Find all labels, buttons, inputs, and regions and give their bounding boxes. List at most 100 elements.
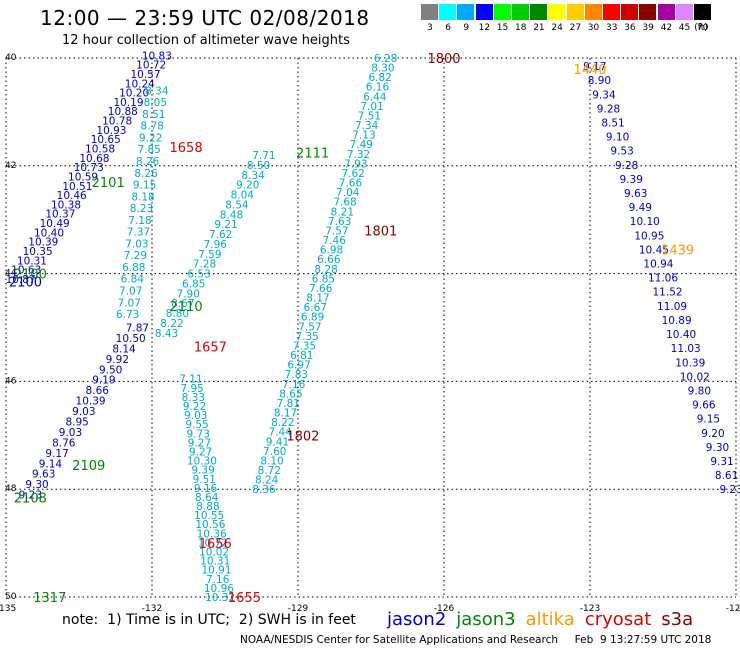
swh-value: 8.34	[241, 170, 265, 182]
swh-value: 9.14	[39, 458, 63, 470]
swh-value: 10.83	[142, 50, 172, 62]
swh-value: 8.14	[112, 343, 136, 355]
swh-value: 9.22	[183, 401, 206, 413]
swh-value: 9.30	[706, 442, 729, 454]
swh-value: 9.80	[688, 385, 711, 397]
pass-time-label: 2100	[9, 276, 42, 291]
swh-value: 9.73	[187, 428, 210, 440]
track-jason2-west: 10.8310.7210.5710.2410.2010.1910.8810.78…	[6, 50, 172, 286]
swh-value: 7.49	[350, 139, 373, 151]
legend-jason2: jason2	[387, 609, 447, 630]
pass-time-label: 2110	[170, 300, 203, 315]
swh-value: 8.95	[65, 416, 88, 428]
scale-label: 18	[515, 23, 527, 33]
swh-value: 6.16	[366, 82, 390, 94]
swh-value: 7.16	[282, 379, 306, 391]
swh-value: 10.63	[11, 265, 41, 277]
track-s3a: 6.288.306.826.166.447.017.517.347.137.49…	[252, 53, 397, 496]
lon-label: -129	[288, 604, 309, 614]
lon-label: -135	[0, 604, 16, 614]
swh-value: 10.46	[57, 190, 87, 202]
swh-value: 7.35	[295, 331, 318, 343]
swh-value: 10.39	[675, 357, 705, 369]
scale-swatch	[493, 4, 511, 20]
swh-value: 9.49	[629, 202, 652, 214]
track-jason3-a: 8.348.058.518.789.227.858.268.269.158.18…	[116, 85, 169, 321]
lon-label: -123	[580, 604, 600, 614]
swh-value: 9.55	[185, 419, 208, 431]
swh-value: 10.91	[201, 565, 231, 577]
swh-value: 10.02	[199, 547, 229, 559]
swh-value: 9.19	[92, 375, 115, 387]
swh-value: 7.16	[206, 574, 230, 586]
scale-unit: (ft)	[694, 23, 708, 33]
swh-value: 7.28	[193, 259, 216, 271]
swh-value: 10.95	[634, 230, 664, 242]
lat-label: 46	[5, 376, 17, 386]
swh-value: 10.59	[68, 171, 98, 183]
pass-time-label: 2109	[72, 459, 105, 474]
satellite-tracks: 10.8310.7210.5710.2410.2010.1910.8810.78…	[6, 50, 740, 604]
swh-value: 8.67	[171, 298, 194, 310]
track-jason3-b: 7.8710.508.149.929.509.198.6610.399.038.…	[19, 323, 149, 502]
swh-value: 8.61	[715, 470, 738, 482]
swh-value: 7.57	[325, 225, 348, 237]
scale-swatch	[621, 4, 639, 20]
swh-value: 10.55	[194, 510, 224, 522]
swh-value: 9.39	[191, 465, 214, 477]
lat-label: 42	[5, 161, 16, 171]
scale-label: 45	[678, 23, 691, 33]
swh-value: 11.52	[653, 287, 683, 299]
swh-value: 9.39	[620, 174, 643, 186]
swh-value: 9.27	[188, 437, 211, 449]
swh-value: 9.15	[133, 180, 156, 192]
swh-value: 7.83	[285, 369, 308, 381]
swh-value: 10.56	[195, 519, 225, 531]
swh-value: 6.67	[304, 302, 327, 314]
swh-value: 7.62	[209, 229, 232, 241]
swh-value: 8.28	[314, 264, 337, 276]
pass-time-label: 1317	[33, 591, 66, 606]
swh-value: 8.50	[247, 160, 270, 172]
swh-value: 7.60	[263, 446, 286, 458]
swh-value: 7.66	[339, 178, 363, 190]
swh-value: 9.20	[236, 180, 259, 192]
swh-value: 10.45	[639, 244, 669, 256]
swh-value: 8.54	[225, 199, 249, 211]
scale-swatch	[457, 4, 475, 20]
swh-value: 8.24	[255, 475, 279, 487]
page-title: 12:00 — 23:59 UTC 02/08/2018	[40, 6, 370, 30]
swh-value: 7.44	[268, 427, 292, 439]
swh-value: 7.87	[126, 323, 149, 335]
swh-value: 6.82	[368, 72, 391, 84]
swh-value: 9.31	[710, 456, 733, 468]
swh-value: 10.49	[40, 218, 70, 230]
pass-time-label: 1802	[286, 429, 319, 444]
swh-value: 6.28	[374, 53, 397, 65]
swh-value: 9.34	[592, 89, 616, 101]
swh-value: 10.96	[204, 583, 234, 595]
swh-value: 9.21	[214, 219, 237, 231]
pass-time-label: 1440	[573, 63, 606, 78]
lat-label: 44	[5, 269, 17, 279]
swh-value: 8.88	[196, 501, 219, 513]
swh-value: 9.17	[45, 448, 68, 460]
swh-value: 6.81	[290, 350, 313, 362]
swh-value: 7.04	[336, 187, 360, 199]
scale-swatch	[439, 4, 457, 20]
scale-label: 24	[551, 23, 563, 33]
swh-value: 8.05	[144, 97, 167, 109]
swh-value: 7.18	[128, 215, 151, 227]
swh-value: 8.51	[601, 118, 624, 130]
swh-value: 10.39	[28, 237, 58, 249]
lat-label: 48	[5, 484, 17, 494]
swh-value: 8.26	[134, 168, 158, 180]
swh-value: 7.93	[344, 158, 367, 170]
swh-value: 9.15	[697, 414, 720, 426]
notes-text: note: 1) Time is in UTC; 2) SWH is in fe…	[62, 612, 356, 628]
legend-s3a: s3a	[661, 609, 694, 630]
scale-label: 33	[606, 23, 618, 33]
swh-value: 9.22	[139, 132, 162, 144]
swh-value: 9.66	[692, 400, 716, 412]
